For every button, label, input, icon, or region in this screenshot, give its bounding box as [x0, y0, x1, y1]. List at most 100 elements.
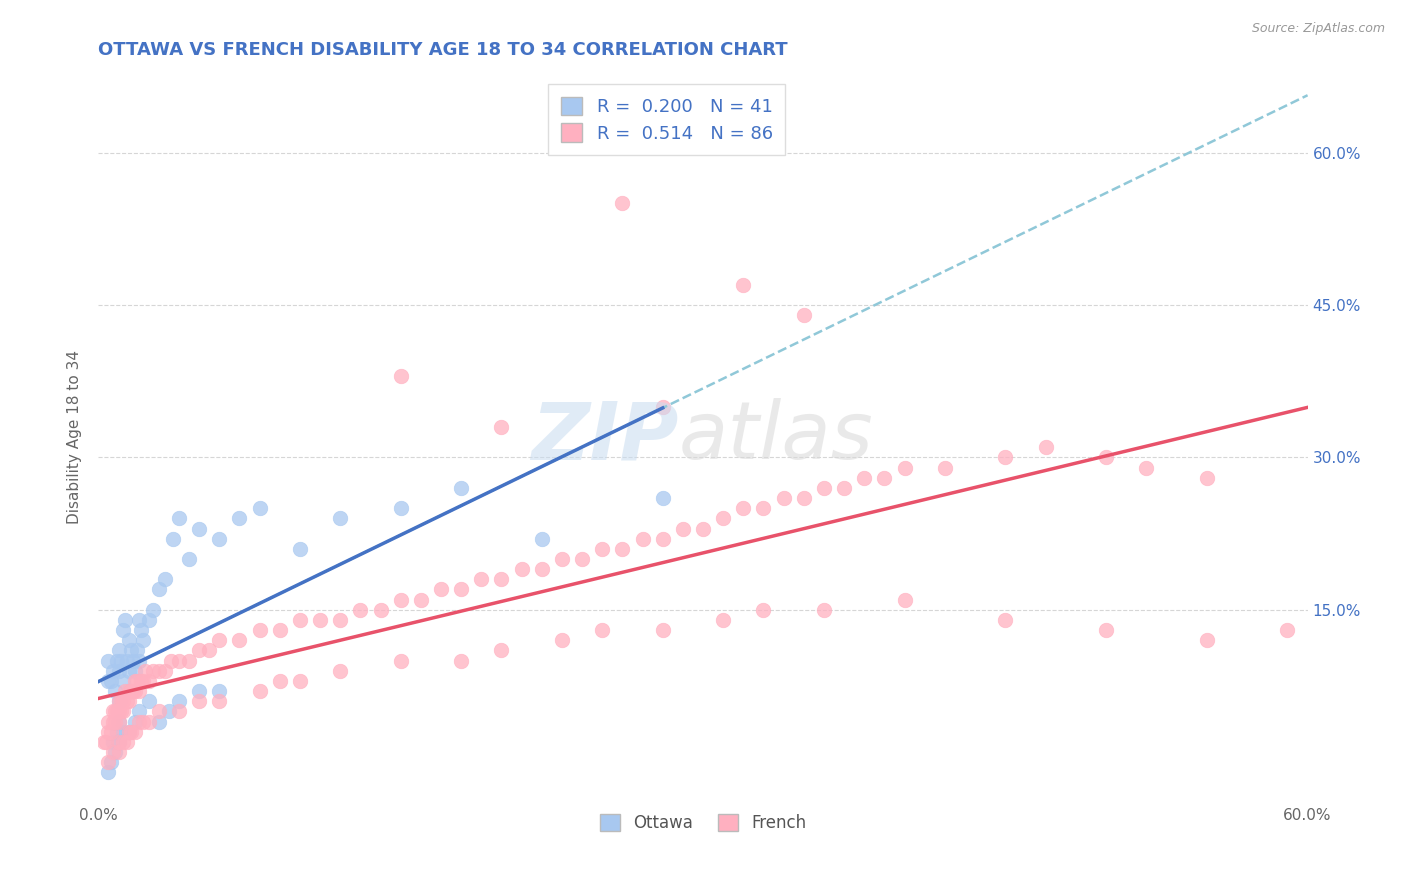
Point [97, 724, 120, 739]
Text: atlas: atlas [679, 398, 873, 476]
Point [157, 705, 180, 719]
Point [120, 684, 142, 698]
Point [269, 623, 291, 637]
Point [138, 694, 160, 708]
Point [389, 592, 412, 607]
Point [853, 471, 876, 485]
Text: OTTAWA VS FRENCH DISABILITY AGE 18 TO 34 CORRELATION CHART: OTTAWA VS FRENCH DISABILITY AGE 18 TO 34… [98, 41, 787, 59]
Point [167, 654, 190, 668]
Point [733, 501, 755, 516]
Point [329, 664, 352, 678]
Point [111, 623, 134, 637]
Point [103, 705, 125, 719]
Point [96, 735, 118, 749]
Point [105, 705, 128, 719]
Point [208, 532, 231, 546]
Point [672, 521, 695, 535]
Point [208, 694, 231, 708]
Point [120, 643, 142, 657]
Point [188, 521, 211, 535]
Point [430, 582, 453, 597]
Point [100, 724, 122, 739]
Point [249, 501, 271, 516]
Point [101, 745, 124, 759]
Point [124, 673, 146, 688]
Point [450, 481, 472, 495]
Point [1135, 460, 1157, 475]
Point [249, 623, 271, 637]
Point [101, 735, 124, 749]
Point [450, 582, 472, 597]
Point [114, 613, 136, 627]
Point [124, 714, 146, 729]
Point [138, 673, 160, 688]
Point [132, 714, 155, 729]
Point [1277, 623, 1299, 637]
Point [128, 705, 150, 719]
Point [93, 735, 115, 749]
Point [124, 664, 146, 678]
Point [491, 420, 513, 434]
Point [115, 694, 138, 708]
Point [103, 684, 125, 698]
Point [107, 664, 129, 678]
Point [129, 623, 152, 637]
Point [97, 714, 120, 729]
Point [128, 654, 150, 668]
Point [107, 694, 129, 708]
Point [107, 705, 129, 719]
Point [167, 511, 190, 525]
Point [733, 277, 755, 292]
Point [188, 694, 211, 708]
Point [208, 633, 231, 648]
Point [188, 684, 211, 698]
Point [188, 643, 211, 657]
Point [111, 673, 134, 688]
Point [153, 664, 176, 678]
Point [128, 613, 150, 627]
Point [530, 532, 553, 546]
Point [1195, 633, 1218, 648]
Point [491, 572, 513, 586]
Point [1195, 471, 1218, 485]
Point [752, 501, 775, 516]
Point [530, 562, 553, 576]
Point [793, 308, 815, 322]
Point [97, 654, 120, 668]
Point [111, 705, 134, 719]
Point [893, 460, 915, 475]
Point [873, 471, 896, 485]
Point [162, 532, 184, 546]
Point [110, 705, 132, 719]
Point [148, 582, 170, 597]
Point [129, 673, 152, 688]
Point [97, 673, 120, 688]
Point [132, 673, 155, 688]
Point [288, 613, 311, 627]
Point [105, 654, 128, 668]
Point [105, 724, 128, 739]
Point [551, 633, 574, 648]
Point [101, 664, 124, 678]
Point [107, 745, 129, 759]
Point [409, 592, 432, 607]
Point [389, 369, 412, 384]
Point [134, 664, 156, 678]
Point [118, 724, 141, 739]
Point [651, 532, 673, 546]
Point [510, 562, 533, 576]
Point [111, 724, 134, 739]
Point [148, 664, 170, 678]
Point [110, 654, 132, 668]
Point [120, 724, 142, 739]
Point [115, 735, 138, 749]
Point [591, 623, 613, 637]
Point [832, 481, 855, 495]
Point [1035, 440, 1057, 454]
Point [934, 460, 956, 475]
Point [124, 724, 146, 739]
Point [115, 654, 138, 668]
Text: Source: ZipAtlas.com: Source: ZipAtlas.com [1251, 22, 1385, 36]
Point [651, 623, 673, 637]
Point [128, 714, 150, 729]
